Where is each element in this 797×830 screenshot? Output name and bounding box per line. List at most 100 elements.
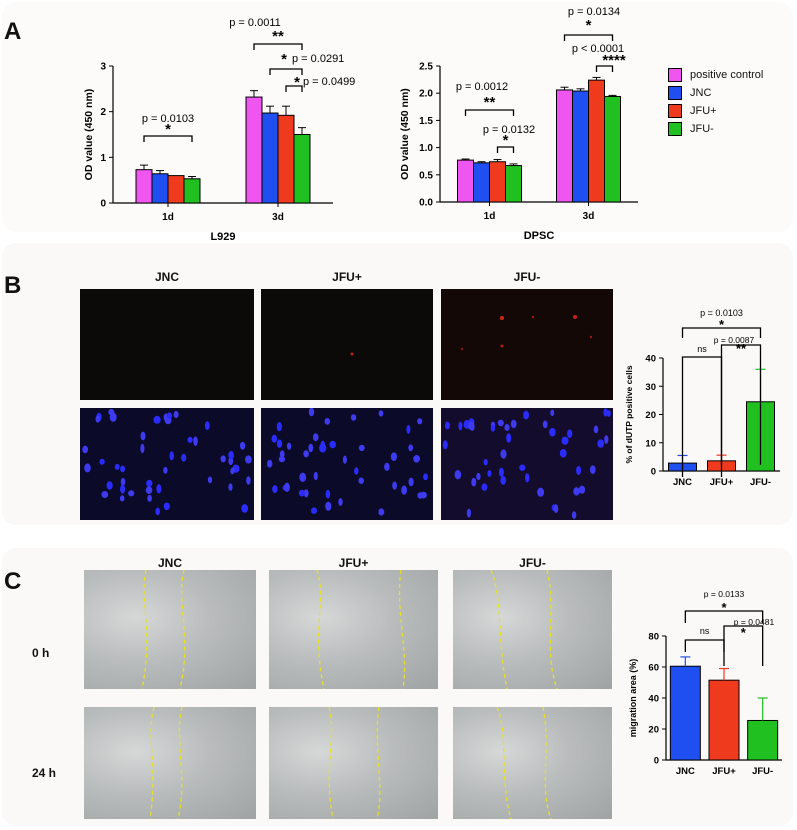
nucleus — [506, 433, 512, 443]
bar — [669, 665, 701, 761]
x-tick-label: JFU+ — [710, 477, 734, 488]
nucleus — [390, 452, 397, 461]
dapi-image-jfu-plus — [261, 408, 433, 520]
nucleus — [284, 482, 290, 492]
x-axis-label: DPSC — [524, 230, 555, 242]
nucleus — [246, 476, 251, 485]
nucleus — [604, 435, 609, 444]
nucleus — [325, 501, 332, 511]
legend-label: positive control — [690, 69, 764, 81]
bar — [277, 114, 295, 204]
nucleus — [454, 470, 462, 480]
y-axis-label: % of dUTP positive cells — [624, 365, 634, 463]
nucleus — [500, 476, 507, 485]
nucleus — [392, 481, 397, 490]
bar — [556, 89, 573, 203]
nucleus — [442, 440, 448, 450]
p-value-label: ns — [700, 626, 710, 636]
significance-bracket — [595, 65, 614, 72]
significance-bracket — [723, 625, 764, 666]
x-tick-label: JFU- — [752, 766, 773, 777]
nucleus — [423, 473, 428, 481]
nucleus — [239, 441, 246, 450]
panel-a-background — [2, 2, 793, 232]
nucleus — [267, 459, 273, 468]
nucleus — [504, 424, 510, 431]
significance-stars: ** — [736, 341, 747, 356]
bar — [151, 173, 169, 204]
nucleus — [606, 410, 611, 417]
y-tick-label: 30 — [645, 382, 656, 393]
panel-label-b: B — [4, 272, 22, 299]
bar — [489, 161, 506, 203]
x-tick-label: JNC — [673, 477, 692, 488]
dapi-image-jfu-minus — [441, 408, 613, 520]
bar — [245, 96, 263, 204]
p-value-label: p = 0.0481 — [734, 617, 775, 627]
nucleus — [163, 502, 170, 511]
significance-bracket — [684, 639, 725, 652]
y-axis-label: migration area (%) — [628, 659, 638, 738]
nucleus — [413, 455, 420, 463]
nucleus — [358, 477, 364, 484]
nucleus — [207, 476, 213, 484]
p-value-label: p = 0.0132 — [483, 124, 535, 136]
tunel-title-jnc: JNC — [154, 270, 179, 284]
nucleus — [342, 455, 347, 464]
nucleus — [468, 421, 475, 431]
x-tick-label: 1d — [162, 212, 174, 223]
nucleus — [510, 419, 517, 429]
nucleus — [147, 494, 152, 502]
nucleus — [571, 511, 577, 519]
nucleus — [481, 483, 488, 491]
nucleus — [241, 504, 249, 513]
legend-label: JFU+ — [690, 105, 717, 117]
significance-bracket — [143, 135, 193, 142]
nucleus — [82, 445, 89, 454]
significance-stars: * — [721, 600, 727, 615]
panel-label-a: A — [4, 18, 22, 45]
significance-stars: * — [294, 74, 300, 91]
nucleus — [119, 495, 125, 502]
nucleus — [163, 466, 168, 474]
y-tick-label: 1.0 — [419, 143, 433, 154]
nucleus — [303, 450, 309, 458]
nuclei-overlay — [442, 408, 611, 519]
p-value-label: p = 0.0012 — [456, 81, 508, 93]
nucleus — [173, 410, 179, 419]
nucleus — [350, 414, 357, 421]
nucleus — [156, 484, 162, 494]
nucleus — [99, 458, 105, 465]
nucleus — [490, 424, 496, 432]
significance-bracket — [253, 43, 303, 50]
nucleus — [338, 498, 343, 506]
nucleus — [153, 415, 161, 424]
bar — [183, 178, 201, 204]
nucleus — [408, 444, 414, 452]
scratch-image-jnc-0h — [84, 570, 256, 689]
legend-swatch — [668, 86, 682, 100]
y-tick-label: 2 — [100, 107, 106, 118]
nucleus — [567, 429, 573, 438]
tunel-title-jfu-plus: JFU+ — [332, 270, 362, 284]
nucleus — [444, 421, 450, 430]
nucleus — [542, 420, 548, 429]
nucleus — [311, 507, 317, 514]
scratch-title-jnc: JNC — [157, 556, 182, 570]
nucleus — [220, 455, 226, 463]
nucleus — [230, 467, 235, 475]
nucleus — [308, 443, 314, 453]
scratch-image-jfu-minus-24h — [453, 707, 612, 819]
bar — [708, 679, 740, 761]
tunel-title-jfu-minus: JFU- — [513, 270, 541, 284]
y-tick-label: 60 — [648, 663, 659, 674]
y-tick-label: 3 — [100, 62, 106, 73]
legend-label: JFU- — [690, 123, 714, 135]
nucleus — [108, 408, 115, 416]
nucleus — [106, 481, 113, 490]
bar — [747, 719, 779, 761]
y-tick-label: 40 — [648, 694, 659, 705]
row-label-24h: 24 h — [32, 766, 57, 780]
nucleus — [245, 455, 252, 464]
significance-stars: * — [165, 121, 171, 138]
